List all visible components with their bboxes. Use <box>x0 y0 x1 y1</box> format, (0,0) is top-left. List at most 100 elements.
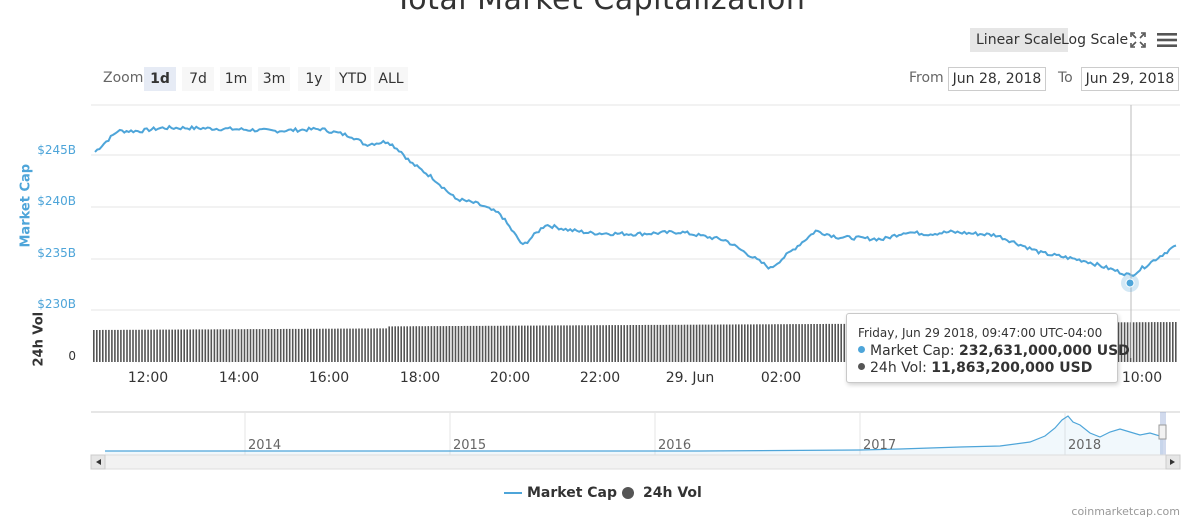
volume-bar <box>524 325 526 362</box>
volume-bar <box>264 329 267 362</box>
volume-bar <box>168 329 170 362</box>
volume-bar <box>358 328 360 362</box>
volume-bar <box>713 324 716 362</box>
to-date-input[interactable]: Jun 29, 2018 <box>1081 67 1179 91</box>
volume-bar <box>1135 322 1138 362</box>
volume-bar <box>753 324 755 362</box>
volume-bar <box>1159 322 1162 362</box>
volume-bar <box>587 325 589 362</box>
volume-bar <box>569 325 571 362</box>
highlight-point <box>1125 278 1135 288</box>
chart-title: Total Market Capitalization <box>0 0 1200 17</box>
volume-bar <box>481 325 484 362</box>
x-tick-label: 02:00 <box>760 370 802 386</box>
tooltip-market-cap-row: Market Cap: 232,631,000,000 USD <box>858 343 1130 359</box>
volume-bar <box>605 325 607 362</box>
volume-bar <box>343 328 345 362</box>
volume-bar <box>719 324 722 362</box>
x-tick-label: 29. Jun <box>665 370 715 386</box>
volume-bar <box>406 326 408 362</box>
volume-bar <box>442 326 445 362</box>
zoom-7d-button[interactable]: 7d <box>182 67 214 91</box>
volume-bar <box>114 329 116 362</box>
navigator-year-label: 2014 <box>248 438 282 453</box>
legend-volume-symbol <box>622 487 634 499</box>
volume-bar <box>334 328 336 362</box>
volume-bar <box>792 324 794 362</box>
volume-bar <box>319 328 321 363</box>
volume-bar <box>186 329 188 362</box>
volume-bar <box>795 324 797 362</box>
volume-bar <box>451 326 454 362</box>
volume-bar <box>141 329 143 362</box>
zoom-3m-button[interactable]: 3m <box>258 67 290 91</box>
volume-bar <box>1141 322 1144 362</box>
menu-icon[interactable] <box>1157 32 1177 52</box>
zoom-1y-button[interactable]: 1y <box>298 67 330 91</box>
volume-bar <box>454 326 457 362</box>
volume-bar <box>1172 322 1174 362</box>
x-tick-label: 12:00 <box>127 370 169 386</box>
volume-bar <box>165 329 167 362</box>
volume-bar <box>554 325 556 362</box>
log-scale-button[interactable]: Log Scale <box>1061 32 1129 48</box>
volume-bar <box>560 325 562 362</box>
volume-bar <box>665 324 668 362</box>
volume-bar <box>222 329 225 362</box>
volume-bar <box>1138 322 1141 362</box>
volume-bar <box>294 328 297 362</box>
volume-bar <box>180 329 182 362</box>
volume-bar <box>421 326 424 362</box>
credit-link[interactable]: coinmarketcap.com <box>1071 505 1180 518</box>
legend-market-cap[interactable]: Market Cap <box>527 485 618 501</box>
x-tick-label: 14:00 <box>218 370 260 386</box>
volume-bar <box>249 329 252 362</box>
volume-bar <box>243 329 246 362</box>
volume-bar <box>1147 322 1150 362</box>
volume-bar <box>123 329 125 362</box>
x-tick-label: 18:00 <box>399 370 441 386</box>
volume-bar <box>1156 322 1159 362</box>
volume-bar <box>273 329 276 362</box>
legend-volume[interactable]: 24h Vol <box>643 485 702 501</box>
volume-bar <box>346 328 348 362</box>
volume-bar <box>385 328 387 362</box>
volume-bar <box>566 325 568 362</box>
volume-bar <box>285 328 288 362</box>
zoom-ytd-button[interactable]: YTD <box>335 67 371 91</box>
volume-bar <box>96 330 98 362</box>
x-tick-label: 16:00 <box>308 370 350 386</box>
market-cap-dot-icon <box>858 345 865 353</box>
volume-bar <box>475 325 478 362</box>
volume-bar <box>159 329 161 362</box>
volume-bar <box>647 324 650 362</box>
volume-bar <box>105 329 107 362</box>
volume-bar <box>310 328 312 362</box>
x-tick-label: 20:00 <box>489 370 531 386</box>
volume-bar <box>469 325 472 362</box>
volume-bar <box>774 324 776 362</box>
volume-bar <box>683 324 686 362</box>
volume-bar <box>204 329 207 362</box>
zoom-all-button[interactable]: ALL <box>374 67 408 91</box>
volume-bar <box>635 325 638 362</box>
zoom-1d-button[interactable]: 1d <box>144 67 176 91</box>
linear-scale-button[interactable]: Linear Scale <box>970 28 1068 52</box>
volume-bar <box>710 324 713 362</box>
volume-bar <box>735 324 737 362</box>
volume-bar <box>677 324 680 362</box>
navigator-scrollbar <box>90 454 1181 470</box>
volume-bar <box>460 326 463 362</box>
volume-bar <box>1165 322 1168 362</box>
navigator-year-label: 2018 <box>1068 438 1102 453</box>
volume-bar <box>578 325 580 362</box>
volume-bar <box>150 329 152 362</box>
volume-bar <box>692 324 695 362</box>
zoom-1m-button[interactable]: 1m <box>220 67 252 91</box>
fullscreen-icon[interactable] <box>1130 32 1146 52</box>
volume-bar <box>364 328 366 362</box>
from-date-input[interactable]: Jun 28, 2018 <box>948 67 1046 91</box>
zoom-label: Zoom <box>103 70 144 86</box>
volume-bar <box>581 325 583 362</box>
volume-bar <box>620 325 622 362</box>
